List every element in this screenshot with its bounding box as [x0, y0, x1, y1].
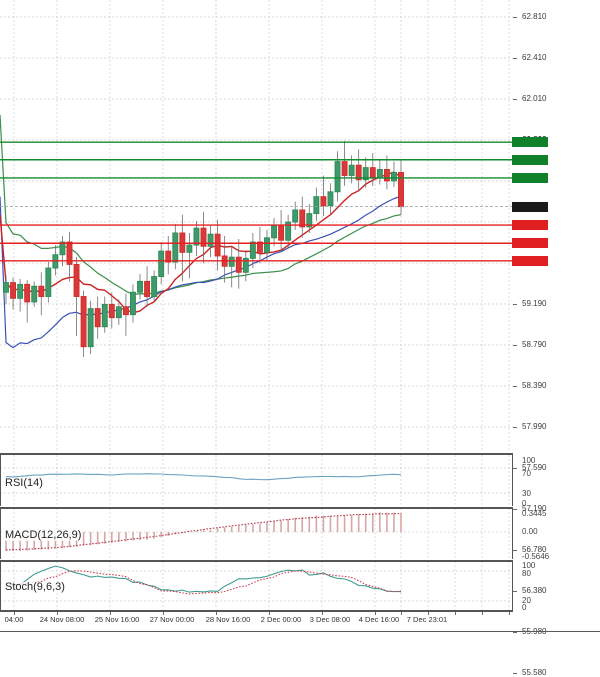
time-tick-mark: [455, 612, 456, 615]
price-axis[interactable]: 62.81062.41062.01061.60061.20060.80060.4…: [512, 0, 600, 677]
panel-divider: [0, 453, 513, 455]
panel-divider: [0, 506, 513, 509]
stoch-panel: [0, 561, 513, 611]
time-tick-label: 04:00: [4, 615, 24, 624]
time-tick-mark: [401, 612, 402, 615]
time-tick-mark: [14, 612, 15, 615]
macd-panel: [0, 508, 513, 559]
price-level-badge-r1[interactable]: [512, 172, 548, 183]
panel-edge: [0, 455, 1, 506]
price-panel: [0, 0, 513, 452]
price-tick-mark: [513, 632, 517, 633]
price-tick-label: 59.190: [522, 299, 547, 308]
panel-edge: [512, 561, 513, 611]
indicator-scale-label: 0.00: [522, 527, 538, 536]
price-level-badge-s2[interactable]: [512, 238, 548, 249]
indicator-scale-label: 30: [522, 489, 531, 498]
time-tick-mark: [110, 612, 111, 615]
time-tick-label: 27 Nov 00:00: [149, 615, 195, 624]
time-tick-mark: [509, 612, 510, 615]
price-tick-label: 62.810: [522, 12, 547, 21]
macd-title: MACD(12,26,9): [4, 529, 83, 541]
panel-edge: [512, 455, 513, 506]
time-tick-mark: [216, 612, 217, 615]
price-tick-label: 57.590: [522, 463, 547, 472]
indicator-scale-label: 100: [522, 456, 536, 465]
time-tick-mark: [482, 612, 483, 615]
time-tick-label: 2 Dec 00:00: [260, 615, 302, 624]
stoch-title: Stoch(9,6,3): [4, 581, 66, 593]
panel-edge: [512, 508, 513, 559]
panel-edge: [0, 561, 1, 611]
price-tick-label: 56.380: [522, 586, 547, 595]
rsi-panel: [0, 455, 513, 506]
time-tick-mark: [428, 612, 429, 615]
rsi-plot: [0, 455, 513, 506]
price-tick-mark: [513, 345, 517, 346]
indicator-scale-label: 0: [522, 499, 527, 508]
price-tick-mark: [513, 17, 517, 18]
price-tick-mark: [513, 591, 517, 592]
price-tick-mark: [513, 304, 517, 305]
price-tick-label: 55.580: [522, 668, 547, 677]
indicator-scale-label: 0.3445: [522, 509, 547, 518]
rsi-title: RSI(14): [4, 477, 44, 489]
time-tick-mark: [163, 612, 164, 615]
time-tick-label: 7 Dec 23:01: [406, 615, 448, 624]
price-tick-mark: [513, 58, 517, 59]
price-tick-mark: [513, 509, 517, 510]
time-tick-label: 3 Dec 08:00: [309, 615, 351, 624]
indicator-scale-label: 100: [522, 561, 536, 570]
indicator-scale-label: 20: [522, 596, 531, 605]
time-tick-mark: [322, 612, 323, 615]
macd-plot: [0, 508, 513, 559]
indicator-scale-label: 80: [522, 569, 531, 578]
panel-edge: [0, 508, 1, 559]
price-tick-label: 56.780: [522, 545, 547, 554]
price-level-badge-r3[interactable]: [512, 137, 548, 148]
indicator-scale-label: -0.5646: [522, 552, 550, 561]
price-tick-label: 62.010: [522, 94, 547, 103]
time-tick-label: 28 Nov 16:00: [205, 615, 251, 624]
price-tick-mark: [513, 468, 517, 469]
price-tick-mark: [513, 673, 517, 674]
stoch-plot: [0, 561, 513, 611]
panel-divider: [0, 610, 513, 612]
panel-divider: [0, 559, 513, 562]
price-tick-label: 58.790: [522, 340, 547, 349]
indicator-scale-label: 0: [522, 603, 527, 612]
price-tick-label: 58.390: [522, 381, 547, 390]
price-tick-mark: [513, 427, 517, 428]
price-level-badge-s1[interactable]: [512, 220, 548, 231]
price-tick-label: 57.990: [522, 422, 547, 431]
price-level-badge-s3[interactable]: [512, 255, 548, 266]
price-tick-label: 62.410: [522, 53, 547, 62]
price-tick-mark: [513, 550, 517, 551]
time-tick-mark: [57, 612, 58, 615]
price-tick-mark: [513, 99, 517, 100]
time-axis[interactable]: 04:00 24 Nov 08:00 25 Nov 16:00 27 Nov 00:0…: [0, 611, 600, 632]
price-tick-mark: [513, 386, 517, 387]
price-plot: [0, 0, 513, 452]
time-tick-label: 4 Dec 16:00: [358, 615, 400, 624]
time-tick-label: 25 Nov 16:00: [94, 615, 140, 624]
time-tick-mark: [375, 612, 376, 615]
time-tick-mark: [269, 612, 270, 615]
current-price-badge[interactable]: [512, 201, 548, 212]
indicator-scale-label: 70: [522, 469, 531, 478]
price-tick-label: 57.190: [522, 504, 547, 513]
price-level-badge-r2[interactable]: [512, 154, 548, 165]
time-tick-label: 24 Nov 08:00: [39, 615, 85, 624]
